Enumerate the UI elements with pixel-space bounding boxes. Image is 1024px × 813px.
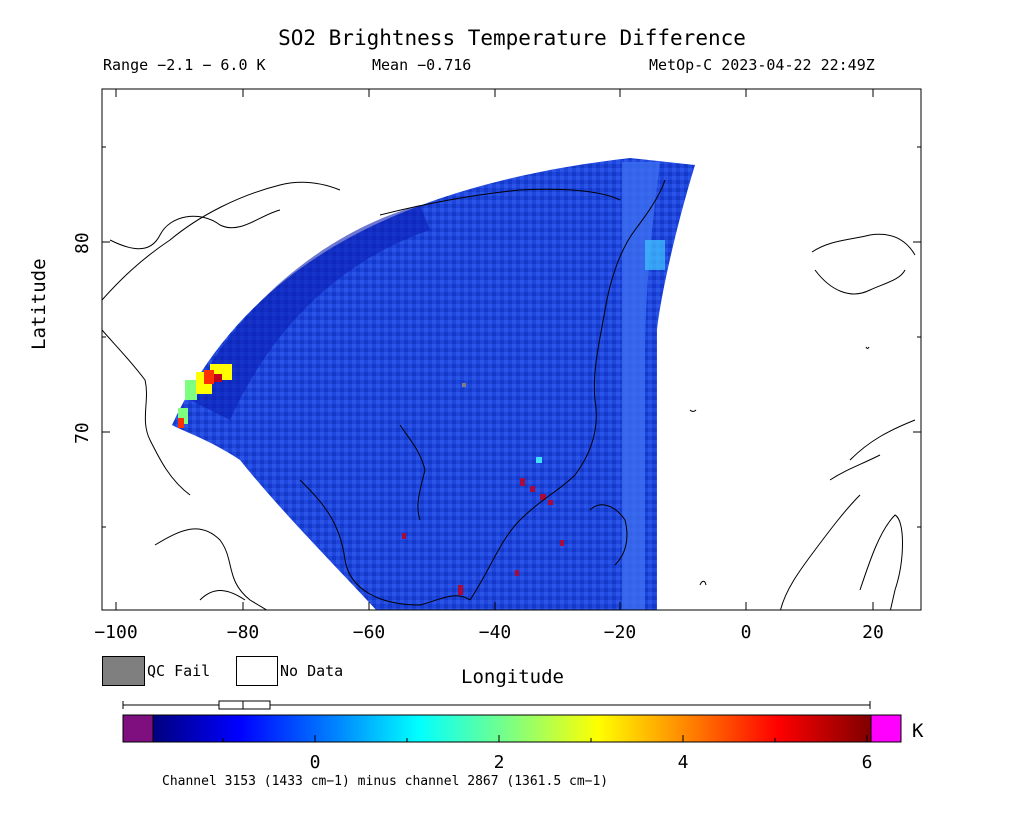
map-plot-area xyxy=(102,158,916,610)
x-tick-marks xyxy=(115,89,874,610)
no-data-label: No Data xyxy=(280,662,344,680)
channel-footnote: Channel 3153 (1433 cm−1) minus channel 2… xyxy=(162,774,609,789)
swath-light-band xyxy=(622,162,660,610)
plot-title: SO2 Brightness Temperature Difference xyxy=(278,26,746,50)
swath-area xyxy=(172,158,695,610)
y-tick-label: 70 xyxy=(72,422,93,444)
distribution-boxplot xyxy=(122,700,871,710)
colorbar-tick-label: 0 xyxy=(309,752,321,773)
swath-cyan-edge xyxy=(645,240,665,270)
coastlines xyxy=(102,179,916,610)
x-tick-label: −100 xyxy=(94,622,138,643)
colorbar-gradient xyxy=(152,714,872,743)
x-tick-label: −60 xyxy=(352,622,386,643)
colorbar-unit: K xyxy=(912,720,924,742)
plot-frame xyxy=(101,88,922,611)
y-axis-label: Latitude xyxy=(28,258,50,350)
x-tick-label: −20 xyxy=(603,622,637,643)
mean-readout: Mean −0.716 xyxy=(372,56,472,74)
x-tick-label: 20 xyxy=(862,622,884,643)
x-tick-label: −80 xyxy=(226,622,260,643)
so2-scatter-pixels xyxy=(402,478,564,595)
range-readout: Range −2.1 − 6.0 K xyxy=(103,56,266,74)
qc-fail-label: QC Fail xyxy=(147,662,211,680)
y-tick-marks xyxy=(102,146,921,528)
colorbar-high-overflow xyxy=(870,714,902,743)
qc-fail-swatch xyxy=(102,656,145,686)
x-tick-label: −40 xyxy=(478,622,512,643)
colorbar-tick-marks xyxy=(222,735,868,742)
colorbar-low-overflow xyxy=(122,714,154,743)
satellite-time: MetOp-C 2023-04-22 22:49Z xyxy=(649,56,875,74)
so2-hotspot xyxy=(178,364,232,428)
colorbar-tick-label: 4 xyxy=(677,752,689,773)
swath-dark-band xyxy=(190,205,430,420)
colorbar-tick-label: 2 xyxy=(493,752,505,773)
x-axis-label: Longitude xyxy=(461,666,564,688)
cyan-pixel xyxy=(536,457,542,463)
colorbar-tick-label: 6 xyxy=(861,752,873,773)
no-data-swatch xyxy=(236,656,278,686)
y-tick-label: 80 xyxy=(72,232,93,254)
x-tick-label: 0 xyxy=(740,622,752,643)
qc-fail-pixel xyxy=(462,383,466,387)
